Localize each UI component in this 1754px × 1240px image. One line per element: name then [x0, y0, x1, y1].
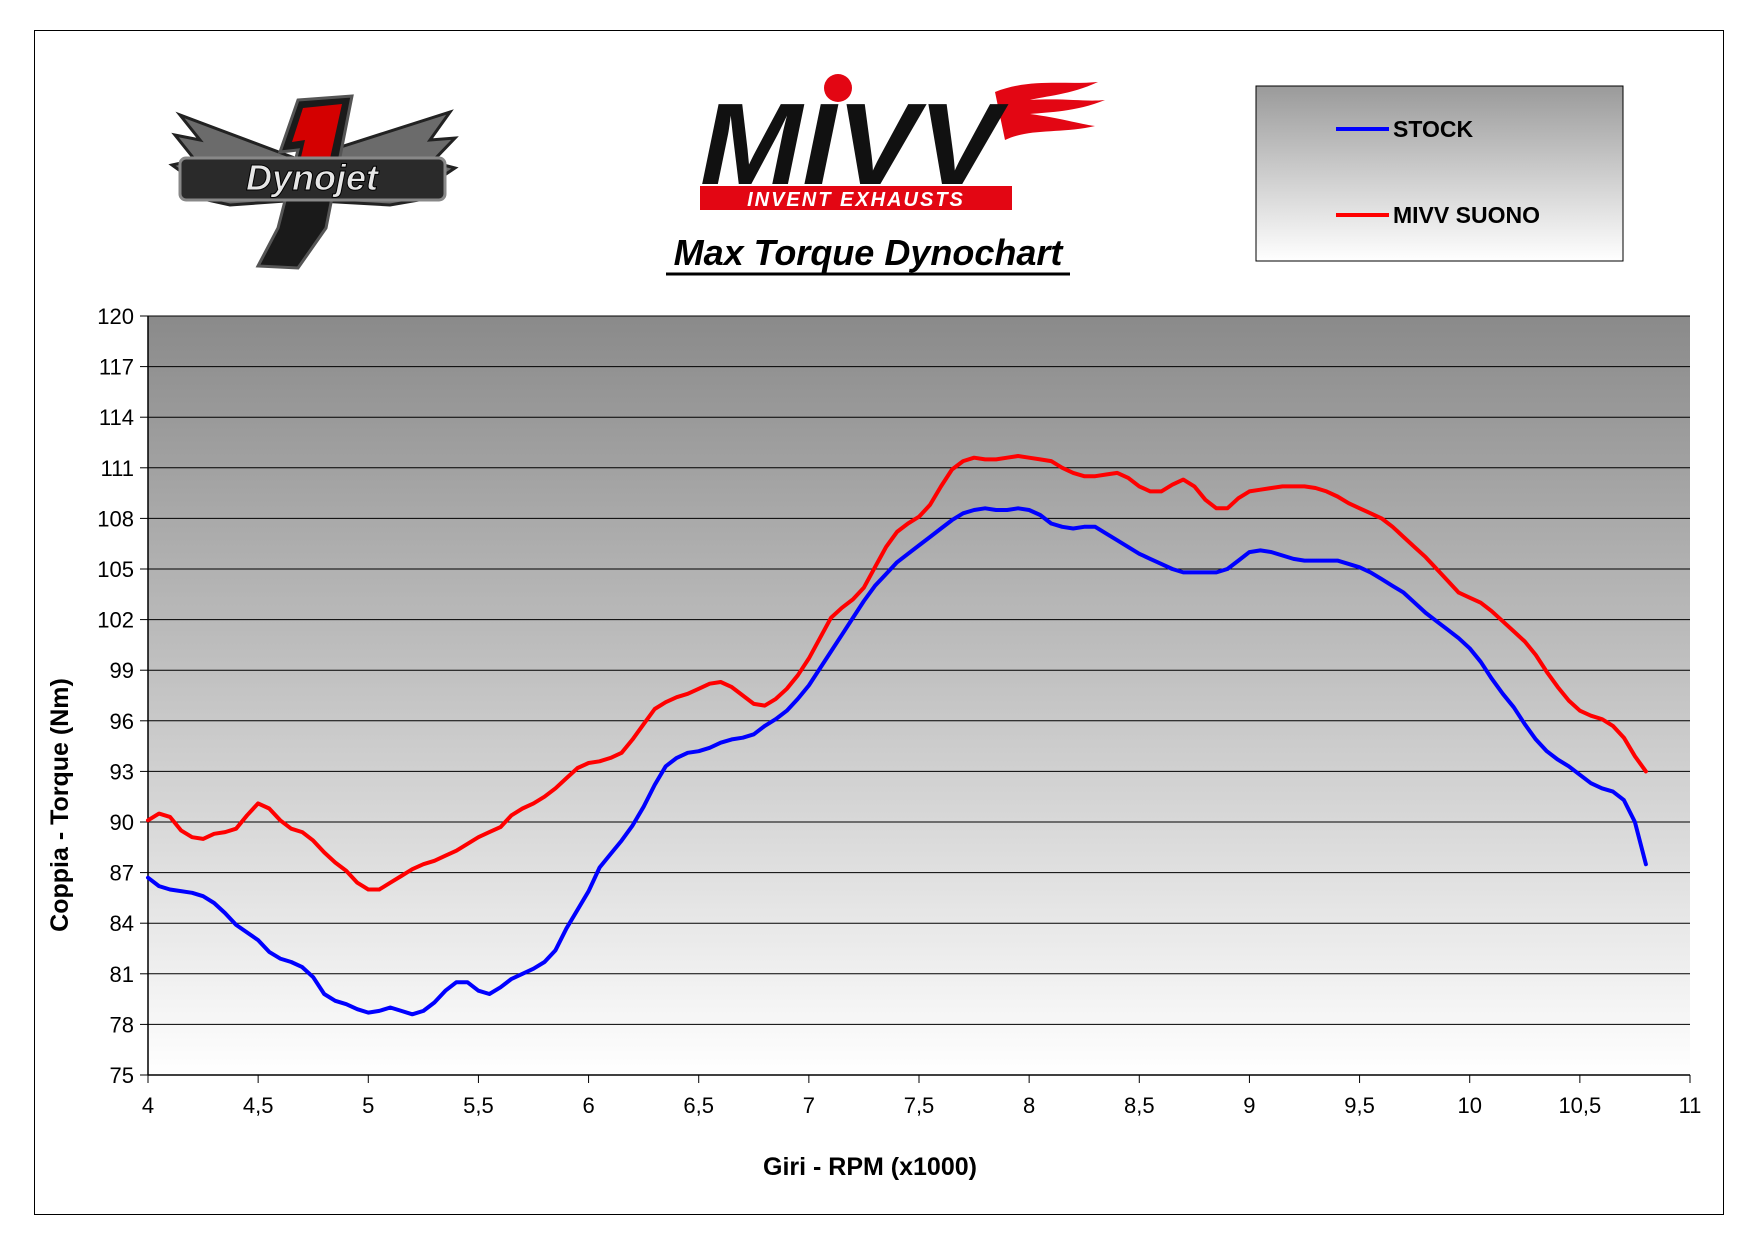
dynojet-logo: Dynojet: [168, 94, 459, 270]
y-tick-label: 114: [99, 405, 134, 430]
y-tick-label: 108: [97, 506, 134, 531]
mivv-tagline: INVENT EXHAUSTS: [747, 189, 965, 211]
mivv-logo: INVENT EXHAUSTS MIVV: [700, 74, 1105, 211]
legend-box: [1255, 85, 1624, 262]
x-tick-label: 5,5: [463, 1093, 494, 1118]
y-tick-label: 84: [110, 911, 134, 936]
x-tick-label: 9,5: [1344, 1093, 1375, 1118]
x-tick-label: 8: [1023, 1093, 1035, 1118]
legend-label-stock: STOCK: [1393, 116, 1473, 142]
y-tick-label: 120: [97, 304, 134, 329]
x-tick-label: 4: [142, 1093, 154, 1118]
y-tick-label: 111: [101, 456, 134, 481]
x-tick-label: 10,5: [1558, 1093, 1601, 1118]
x-axis-ticks: 4 4,5 5 5,5 6 6,5 7 7,5 8 8,5 9 9,5 10 10,5 11: [142, 1075, 1702, 1118]
series-lines: [146, 454, 1648, 1017]
x-tick-label: 7: [803, 1093, 815, 1118]
x-tick-label: 6: [582, 1093, 594, 1118]
y-axis-ticks: 75 78 81 84 87 90 93 96 99 102 105 108 111 114 117 120: [97, 304, 148, 1088]
chart-title: Max Torque Dynochart: [674, 232, 1065, 273]
y-tick-label: 81: [110, 962, 134, 987]
y-tick-label: 102: [97, 608, 134, 633]
y-tick-label: 93: [110, 759, 134, 784]
x-axis-title: Giri - RPM (x1000): [763, 1153, 977, 1181]
legend: STOCK MIVV SUONO: [1255, 85, 1624, 262]
x-tick-label: 4,5: [243, 1093, 274, 1118]
x-tick-label: 11: [1679, 1093, 1702, 1118]
x-tick-label: 10: [1457, 1093, 1481, 1118]
y-tick-label: 105: [97, 557, 134, 582]
y-tick-label: 75: [110, 1063, 134, 1088]
x-tick-label: 7,5: [904, 1093, 935, 1118]
legend-label-mivv-suono: MIVV SUONO: [1393, 202, 1540, 228]
series-line-stock: [146, 506, 1648, 1017]
mivv-dot-icon: [824, 74, 852, 102]
mivv-wordmark: MIVV: [700, 79, 1009, 209]
y-tick-label: 87: [110, 861, 134, 886]
plot-area: [148, 316, 1690, 1075]
y-tick-label: 90: [110, 810, 134, 835]
y-tick-label: 78: [110, 1012, 134, 1037]
y-tick-label: 99: [110, 658, 134, 683]
y-axis-title: Coppia - Torque (Nm): [46, 678, 74, 932]
dynojet-text: Dynojet: [246, 157, 380, 198]
mivv-underbar: [700, 186, 1012, 210]
x-tick-label: 6,5: [683, 1093, 714, 1118]
y-tick-label: 117: [99, 355, 134, 380]
x-tick-label: 5: [362, 1093, 374, 1118]
y-tick-label: 96: [110, 709, 134, 734]
series-line-mivv-suono: [146, 454, 1648, 892]
mivv-flame-icon: [995, 82, 1105, 140]
x-tick-label: 9: [1243, 1093, 1255, 1118]
x-tick-label: 8,5: [1124, 1093, 1155, 1118]
